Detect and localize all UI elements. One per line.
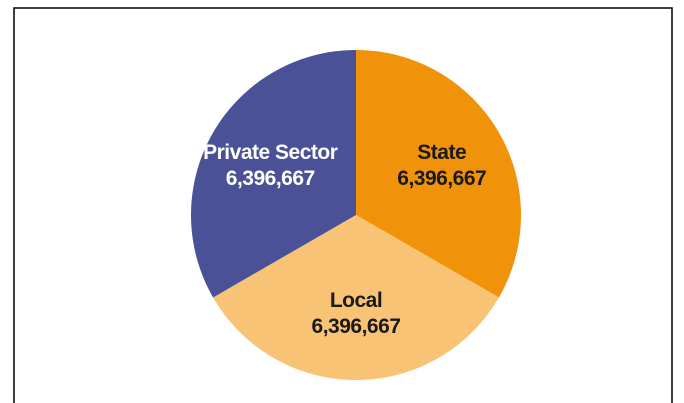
slice-label: Local 6,396,667	[286, 254, 426, 374]
pie-slice	[356, 50, 521, 298]
slice-name: Private Sector	[203, 140, 338, 164]
slice-name: Local	[329, 289, 383, 312]
slice-value: 6,396,667	[397, 166, 487, 190]
slice-value: 6,396,667	[225, 166, 315, 190]
slice-label-box: Local 6,396,667	[286, 254, 426, 374]
slice-name: State	[417, 140, 467, 164]
slice-label-box: Private Sector 6,396,667	[200, 106, 340, 226]
slice-label-box: State 6,396,667	[372, 106, 512, 226]
slice-value: 6,396,667	[311, 315, 401, 338]
pie-slice	[191, 50, 356, 298]
pie-slice	[213, 215, 499, 380]
